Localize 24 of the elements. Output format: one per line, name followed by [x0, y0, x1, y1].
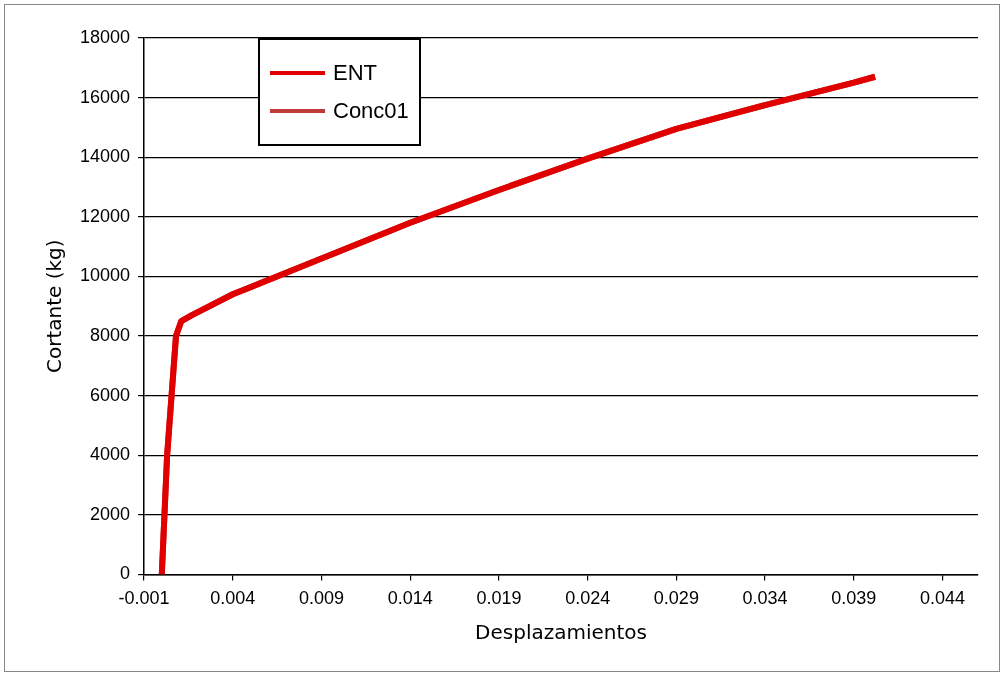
y-tick-label: 16000	[79, 86, 131, 107]
y-tick-label: 14000	[79, 146, 131, 167]
x-tick-label: 0.024	[565, 588, 611, 609]
y-tick-label: 2000	[90, 503, 131, 524]
x-tick-label: 0.014	[387, 588, 433, 609]
x-tick-label: 0.019	[476, 588, 522, 609]
x-tick-label: 0.009	[298, 588, 345, 609]
x-tick-label: 0.034	[742, 588, 788, 609]
x-tick-label: -0.001	[118, 588, 170, 609]
y-tick-label: 12000	[79, 205, 131, 226]
y-tick-label: 8000	[90, 324, 131, 345]
y-tick-label: 6000	[90, 384, 131, 405]
y-tick-label: 10000	[79, 265, 131, 286]
y-tick-label: 4000	[90, 444, 131, 465]
legend-label: Conc01	[333, 98, 409, 124]
legend-label: ENT	[333, 60, 377, 86]
y-axis-title: Cortante (kg)	[42, 239, 67, 373]
x-axis-title: Desplazamientos	[475, 620, 647, 645]
x-tick-label: 0.039	[831, 588, 877, 609]
x-tick-label: 0.004	[210, 588, 256, 609]
x-tick-label: 0.029	[653, 588, 699, 609]
y-tick-label: 18000	[79, 26, 131, 47]
x-tick-label: 0.044	[919, 588, 966, 609]
y-tick-label: 0	[120, 563, 131, 584]
